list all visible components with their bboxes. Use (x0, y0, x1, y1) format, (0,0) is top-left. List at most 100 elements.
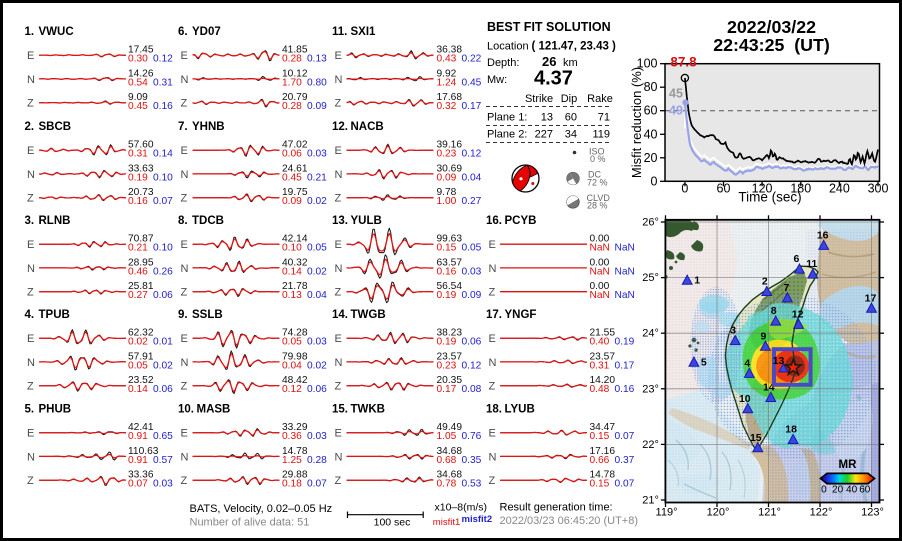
svg-text:0.07: 0.07 (153, 196, 173, 207)
svg-text:29.88: 29.88 (282, 470, 308, 481)
svg-text:0.28: 0.28 (282, 101, 302, 112)
svg-text:0: 0 (651, 174, 658, 188)
svg-text:23.52: 23.52 (128, 375, 154, 386)
svg-text:N: N (335, 451, 343, 463)
svg-text:0.01: 0.01 (153, 337, 173, 348)
svg-text:E: E (489, 239, 496, 251)
svg-text:22°: 22° (642, 439, 659, 451)
svg-text:0.06: 0.06 (307, 384, 327, 395)
svg-text:15.: 15. (332, 404, 348, 416)
svg-text:Z: Z (489, 381, 496, 393)
svg-text:Mw:: Mw: (487, 74, 507, 86)
svg-text:18: 18 (785, 424, 797, 436)
svg-text:72 %: 72 % (587, 178, 608, 188)
svg-text:121°: 121° (758, 507, 781, 519)
svg-text:RLNB: RLNB (39, 215, 71, 227)
svg-text:45: 45 (669, 87, 683, 101)
svg-text:N: N (489, 263, 497, 275)
svg-text:0.16: 0.16 (153, 101, 173, 112)
svg-text:14.78: 14.78 (282, 446, 308, 457)
svg-text:123°: 123° (861, 507, 884, 519)
svg-text:Plane 2:: Plane 2: (487, 129, 527, 141)
svg-text:Dip: Dip (561, 93, 578, 105)
svg-text:0.03: 0.03 (307, 431, 327, 442)
svg-text:0.02: 0.02 (307, 266, 327, 277)
svg-text:0.02: 0.02 (153, 360, 173, 371)
svg-text:0.78: 0.78 (437, 479, 457, 490)
svg-text:km: km (563, 57, 578, 69)
svg-text:0.14: 0.14 (153, 149, 173, 160)
svg-text:0.91: 0.91 (128, 431, 148, 442)
svg-text:36.38: 36.38 (437, 45, 463, 56)
svg-text:0.07: 0.07 (615, 431, 635, 442)
svg-text:49: 49 (669, 104, 683, 118)
svg-text:12.: 12. (332, 121, 348, 133)
svg-text:0.22: 0.22 (462, 54, 482, 65)
svg-text:60: 60 (644, 104, 658, 118)
svg-text:20: 20 (644, 151, 658, 165)
svg-text:14.20: 14.20 (590, 375, 616, 386)
svg-text:0.09: 0.09 (307, 101, 327, 112)
svg-text:14.78: 14.78 (590, 470, 616, 481)
svg-text:TWKB: TWKB (351, 404, 386, 416)
svg-text:16: 16 (817, 230, 829, 242)
svg-text:34.68: 34.68 (437, 470, 463, 481)
svg-text:34.47: 34.47 (590, 422, 616, 433)
svg-text:N: N (181, 263, 189, 275)
svg-text:48.42: 48.42 (282, 375, 308, 386)
svg-text:0.19: 0.19 (437, 290, 457, 301)
svg-text:1.24: 1.24 (437, 77, 457, 88)
svg-text:Z: Z (27, 381, 34, 393)
svg-text:9.: 9. (178, 309, 188, 321)
svg-text:0.06: 0.06 (462, 337, 482, 348)
svg-text:0.57: 0.57 (153, 455, 173, 466)
svg-text:E: E (335, 50, 342, 62)
svg-text:0.30: 0.30 (128, 54, 148, 65)
svg-text:0.02: 0.02 (128, 337, 148, 348)
svg-text:1.05: 1.05 (437, 431, 457, 442)
svg-text:Z: Z (27, 475, 34, 487)
svg-text:3: 3 (730, 325, 736, 337)
svg-text:0.19: 0.19 (437, 337, 457, 348)
svg-text:N: N (335, 263, 343, 275)
svg-text:57.91: 57.91 (128, 351, 154, 362)
svg-text:11.: 11. (332, 26, 347, 38)
svg-text:60: 60 (565, 112, 577, 124)
svg-text:N: N (181, 451, 189, 463)
svg-text:0.12: 0.12 (462, 360, 482, 371)
svg-text:0.10: 0.10 (153, 172, 173, 183)
svg-text:99.63: 99.63 (437, 234, 463, 245)
svg-text:0.04: 0.04 (307, 290, 327, 301)
svg-text:N: N (489, 451, 497, 463)
svg-text:33.63: 33.63 (128, 163, 154, 174)
svg-text:0.32: 0.32 (437, 101, 457, 112)
svg-text:0.06: 0.06 (282, 149, 302, 160)
svg-text:0.76: 0.76 (462, 431, 482, 442)
svg-text:Z: Z (335, 381, 342, 393)
svg-text:BEST FIT SOLUTION: BEST FIT SOLUTION (487, 20, 611, 34)
svg-text:0.28: 0.28 (307, 455, 327, 466)
svg-text:8.: 8. (178, 215, 188, 227)
svg-text:Time (sec): Time (sec) (738, 190, 801, 205)
svg-text:7: 7 (783, 282, 789, 294)
svg-text:10.: 10. (178, 404, 194, 416)
svg-text:0.18: 0.18 (282, 479, 302, 490)
svg-text:0.45: 0.45 (128, 101, 148, 112)
svg-text:10: 10 (739, 393, 751, 405)
svg-text:39.16: 39.16 (437, 140, 463, 151)
svg-text:0.10: 0.10 (153, 243, 173, 254)
svg-text:SSLB: SSLB (192, 309, 223, 321)
svg-text:63.57: 63.57 (437, 257, 463, 268)
svg-text:17.68: 17.68 (437, 92, 463, 103)
svg-text:0.07: 0.07 (128, 479, 148, 490)
svg-text:19.75: 19.75 (282, 187, 308, 198)
svg-text:33.29: 33.29 (282, 422, 308, 433)
svg-text:E: E (27, 239, 34, 251)
svg-text:62.32: 62.32 (128, 328, 154, 339)
svg-text:71: 71 (598, 112, 610, 124)
svg-text:E: E (27, 333, 34, 345)
svg-text:70.87: 70.87 (128, 234, 154, 245)
svg-text:E: E (181, 145, 188, 157)
svg-text:20.35: 20.35 (437, 375, 463, 386)
svg-text:0.23: 0.23 (437, 149, 457, 160)
